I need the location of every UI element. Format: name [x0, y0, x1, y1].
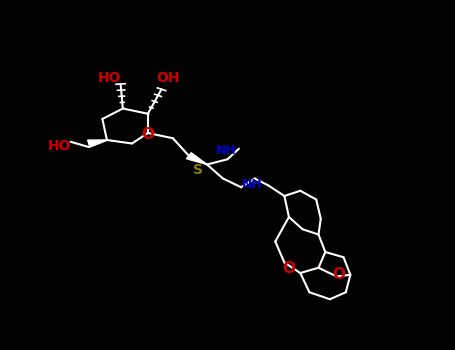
Text: O: O: [142, 127, 154, 141]
Text: NH: NH: [242, 178, 263, 191]
Text: OH: OH: [157, 71, 180, 85]
Polygon shape: [187, 153, 207, 164]
Text: S: S: [193, 163, 203, 177]
Text: HO: HO: [47, 139, 71, 153]
Text: HO: HO: [97, 71, 121, 85]
Text: NH: NH: [216, 144, 237, 157]
Text: O: O: [333, 267, 345, 282]
Polygon shape: [88, 140, 107, 147]
Text: O: O: [283, 261, 295, 276]
